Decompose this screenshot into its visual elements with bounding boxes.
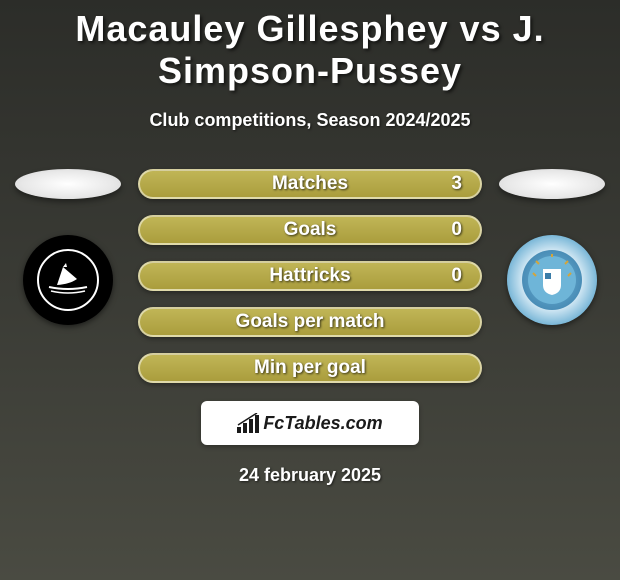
left-side <box>8 169 128 325</box>
plymouth-crest-icon <box>37 249 99 311</box>
date-label: 24 february 2025 <box>0 465 620 486</box>
fctables-logo-box: FcTables.com <box>201 401 419 445</box>
comparison-content: Matches 3 Goals 0 Hattricks 0 Goals per … <box>0 169 620 383</box>
left-team-crest <box>23 235 113 325</box>
right-player-oval <box>499 169 605 199</box>
stat-bar-hattricks: Hattricks 0 <box>138 261 482 291</box>
stat-bar-min-per-goal: Min per goal <box>138 353 482 383</box>
logo-text-label: FcTables.com <box>263 413 382 434</box>
page-subtitle: Club competitions, Season 2024/2025 <box>0 110 620 131</box>
stat-bar-matches: Matches 3 <box>138 169 482 199</box>
left-player-oval <box>15 169 121 199</box>
stat-value: 0 <box>451 219 462 241</box>
stat-bar-goals-per-match: Goals per match <box>138 307 482 337</box>
right-team-crest <box>507 235 597 325</box>
fctables-logo: FcTables.com <box>237 413 382 434</box>
page-title: Macauley Gillesphey vs J. Simpson-Pussey <box>0 0 620 92</box>
stat-label: Goals per match <box>236 311 385 333</box>
mancity-crest-icon <box>521 249 583 311</box>
chart-icon <box>237 413 259 433</box>
right-side <box>492 169 612 325</box>
stat-label: Hattricks <box>269 265 350 287</box>
stat-label: Goals <box>284 219 337 241</box>
stat-label: Min per goal <box>254 357 366 379</box>
stat-value: 0 <box>451 265 462 287</box>
stat-bars: Matches 3 Goals 0 Hattricks 0 Goals per … <box>138 169 482 383</box>
stat-bar-goals: Goals 0 <box>138 215 482 245</box>
stat-value: 3 <box>451 173 462 195</box>
stat-label: Matches <box>272 173 348 195</box>
